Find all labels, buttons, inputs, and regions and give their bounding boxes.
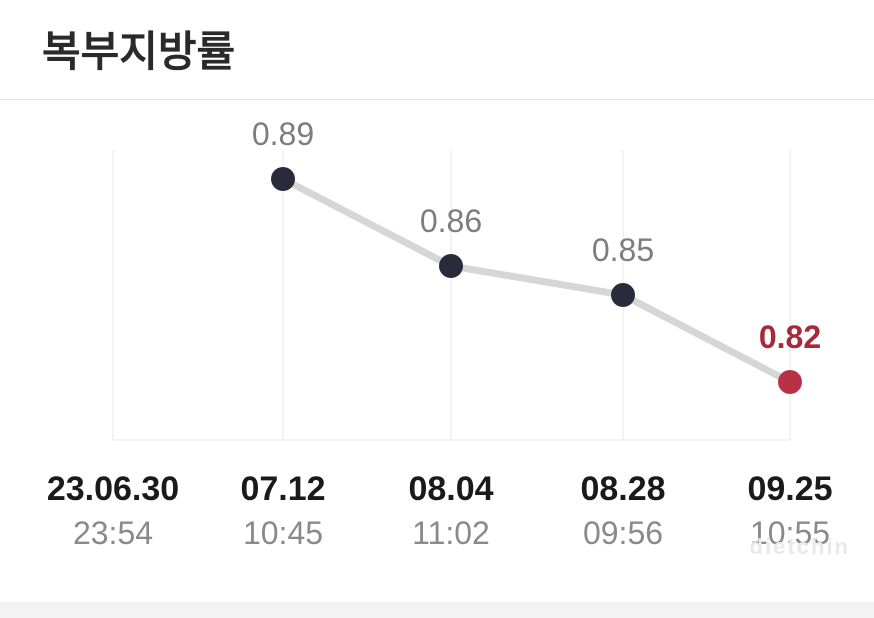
x-axis-tick: 08.28 09:56 xyxy=(580,470,665,552)
chart-plot-area: 0.89 0.86 0.85 0.82 xyxy=(0,100,874,470)
x-axis-time: 10:55 xyxy=(747,515,832,552)
x-axis-time: 09:56 xyxy=(580,515,665,552)
x-axis-tick: 23.06.30 23:54 xyxy=(47,470,179,552)
data-value-label: 0.82 xyxy=(759,319,821,355)
x-axis-time: 10:45 xyxy=(240,515,325,552)
x-axis-date: 23.06.30 xyxy=(47,470,179,509)
data-value-label: 0.85 xyxy=(592,232,654,268)
bottom-strip xyxy=(0,602,874,618)
data-value-label: 0.89 xyxy=(252,116,314,152)
x-axis-date: 08.04 xyxy=(408,470,493,509)
x-axis: 23.06.30 23:54 07.12 10:45 08.04 11:02 08.28 09… xyxy=(0,470,874,590)
trend-line xyxy=(283,179,790,382)
x-axis-date: 07.12 xyxy=(240,470,325,509)
data-value-label: 0.86 xyxy=(420,203,482,239)
x-axis-tick: 07.12 10:45 xyxy=(240,470,325,552)
x-axis-tick: 08.04 11:02 xyxy=(408,470,493,552)
chart-title: 복부지방률 xyxy=(0,0,874,79)
x-axis-tick: 09.25 10:55 xyxy=(747,470,832,552)
x-axis-time: 11:02 xyxy=(408,515,493,552)
x-axis-date: 09.25 xyxy=(747,470,832,509)
data-point[interactable] xyxy=(439,254,463,278)
chart-card: 복부지방률 0.89 0.86 0.85 0.82 23.06.30 23:54 07.1… xyxy=(0,0,874,618)
x-axis-time: 23:54 xyxy=(47,515,179,552)
x-axis-date: 08.28 xyxy=(580,470,665,509)
data-point[interactable] xyxy=(611,283,635,307)
data-point[interactable] xyxy=(271,167,295,191)
line-chart-svg: 0.89 0.86 0.85 0.82 xyxy=(0,100,874,470)
data-point-current[interactable] xyxy=(778,370,802,394)
